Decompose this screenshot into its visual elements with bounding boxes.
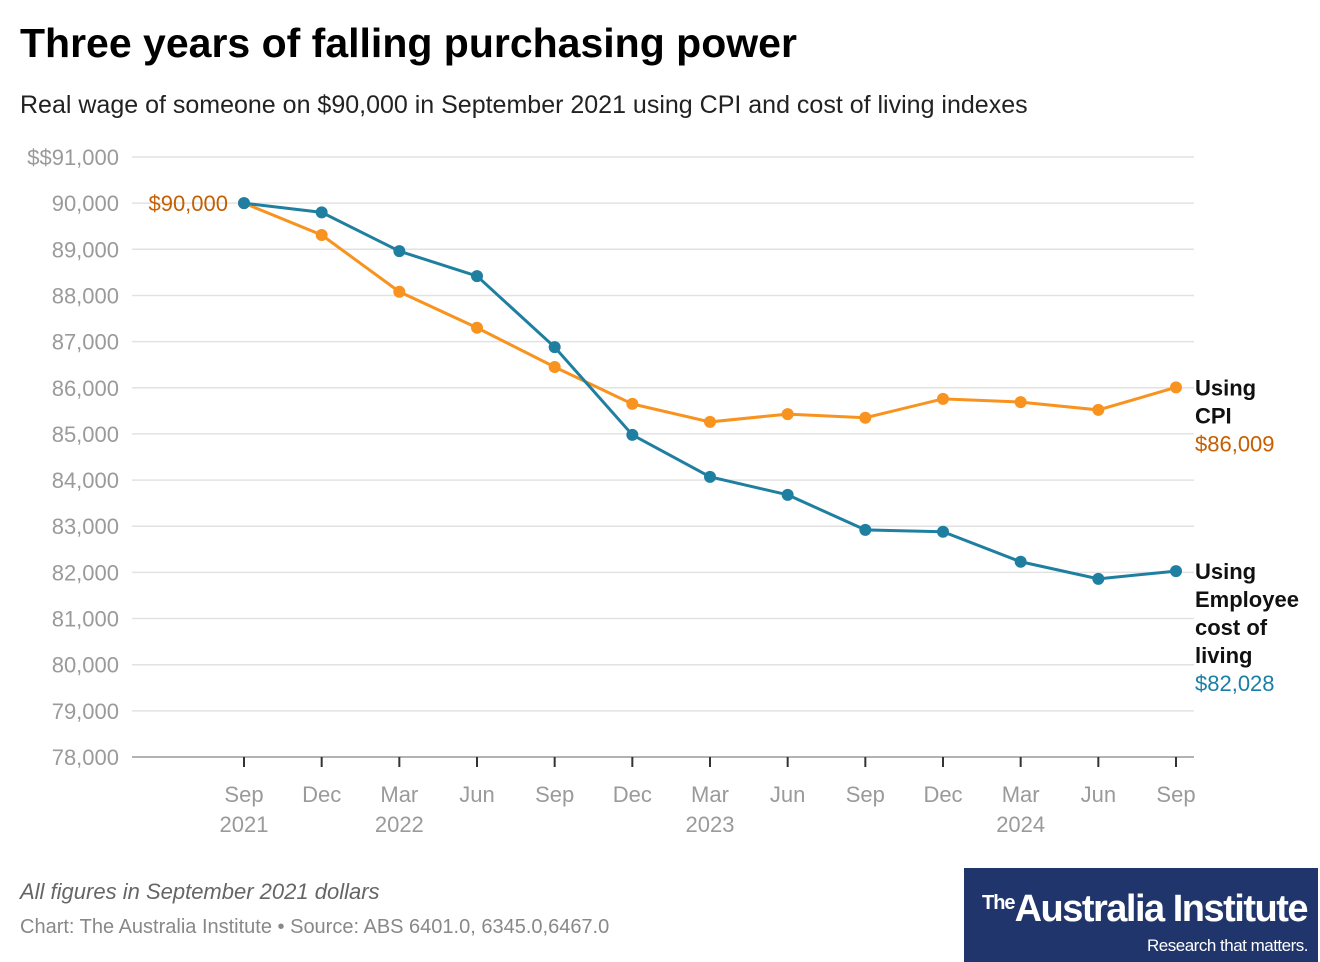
data-point-ecl: [393, 245, 406, 258]
data-point-ecl: [704, 470, 716, 483]
data-point-ecl: [471, 270, 483, 283]
y-tick-label: 89,000: [52, 237, 119, 262]
series-line-ecl: [243, 201, 1177, 581]
series-name-label: Using: [1195, 375, 1256, 400]
logo-the: The: [982, 892, 1016, 914]
data-point-ecl: [781, 488, 794, 501]
data-point-cpi: [937, 392, 949, 405]
x-tick-label: Dec: [302, 782, 341, 807]
logo-tagline: Research that matters.: [1147, 936, 1308, 955]
data-point-ecl: [1170, 565, 1182, 578]
x-tick-label: Mar: [1002, 782, 1040, 807]
series-name-label: Employee: [1195, 587, 1299, 612]
data-point-ecl: [548, 341, 561, 354]
chart-title: Three years of falling purchasing power: [20, 20, 797, 66]
logo-name: Australia Institute: [1014, 888, 1309, 930]
data-point-ecl: [315, 206, 328, 219]
x-tick-label: Sep: [224, 782, 263, 807]
x-tick-label: Sep: [846, 782, 885, 807]
y-tick-label: 80,000: [52, 653, 119, 678]
data-point-cpi: [1170, 381, 1182, 394]
y-tick-label: 87,000: [52, 330, 119, 355]
series-line-cpi: [243, 201, 1177, 424]
series-name-label: cost of: [1195, 615, 1268, 640]
x-tick-label: Sep: [535, 782, 574, 807]
x-tick-label: Jun: [1081, 782, 1116, 807]
data-point-cpi: [471, 321, 483, 334]
data-point-ecl: [937, 525, 949, 538]
data-point-ecl: [626, 428, 639, 441]
y-tick-label: 84,000: [52, 468, 119, 493]
series-end-value-label: $82,028: [1195, 671, 1275, 696]
x-tick-label: Jun: [770, 782, 805, 807]
y-tick-label: 81,000: [52, 607, 119, 632]
x-tick-label: Dec: [613, 782, 652, 807]
data-point-cpi: [548, 361, 561, 373]
x-tick-label: Mar: [380, 782, 418, 807]
start-value-label: $90,000: [148, 191, 228, 216]
y-tick-label: $$91,000: [27, 145, 119, 170]
y-tick-label: 78,000: [52, 745, 119, 770]
x-tick-label: Dec: [923, 782, 962, 807]
series-name-label: living: [1195, 643, 1252, 668]
data-point-ecl: [1014, 555, 1027, 568]
y-tick-label: 88,000: [52, 283, 119, 308]
y-tick-label: 82,000: [52, 560, 119, 585]
data-point-ecl: [238, 197, 250, 210]
series-name-label: Using: [1195, 559, 1256, 584]
data-point-ecl: [1092, 572, 1105, 585]
x-tick-year-label: 2021: [220, 812, 269, 837]
y-tick-label: 90,000: [52, 191, 119, 216]
data-point-cpi: [315, 229, 328, 241]
x-tick-label: Jun: [459, 782, 494, 807]
chart-note: All figures in September 2021 dollars: [20, 879, 380, 904]
series-name-label: CPI: [1195, 403, 1232, 428]
data-point-ecl: [859, 523, 872, 536]
y-tick-label: 85,000: [52, 422, 119, 447]
data-point-cpi: [859, 411, 872, 424]
x-tick-label: Mar: [691, 782, 729, 807]
data-point-cpi: [626, 397, 639, 410]
x-tick-year-label: 2022: [375, 812, 424, 837]
x-tick-year-label: 2023: [686, 812, 735, 837]
data-point-cpi: [393, 285, 406, 298]
australia-institute-logo: TheAustralia Institute Research that mat…: [964, 868, 1318, 962]
data-point-cpi: [704, 415, 716, 428]
chart-credit: Chart: The Australia Institute • Source:…: [20, 916, 610, 938]
y-tick-label: 79,000: [52, 699, 119, 724]
y-tick-label: 86,000: [52, 376, 119, 401]
x-tick-year-label: 2024: [996, 812, 1045, 837]
series-end-value-label: $86,009: [1195, 431, 1275, 456]
x-tick-label: Sep: [1156, 782, 1195, 807]
chart-subtitle: Real wage of someone on $90,000 in Septe…: [20, 91, 1028, 119]
y-tick-label: 83,000: [52, 514, 119, 539]
data-point-cpi: [781, 408, 794, 421]
data-point-cpi: [1092, 403, 1105, 416]
data-point-cpi: [1014, 396, 1027, 409]
